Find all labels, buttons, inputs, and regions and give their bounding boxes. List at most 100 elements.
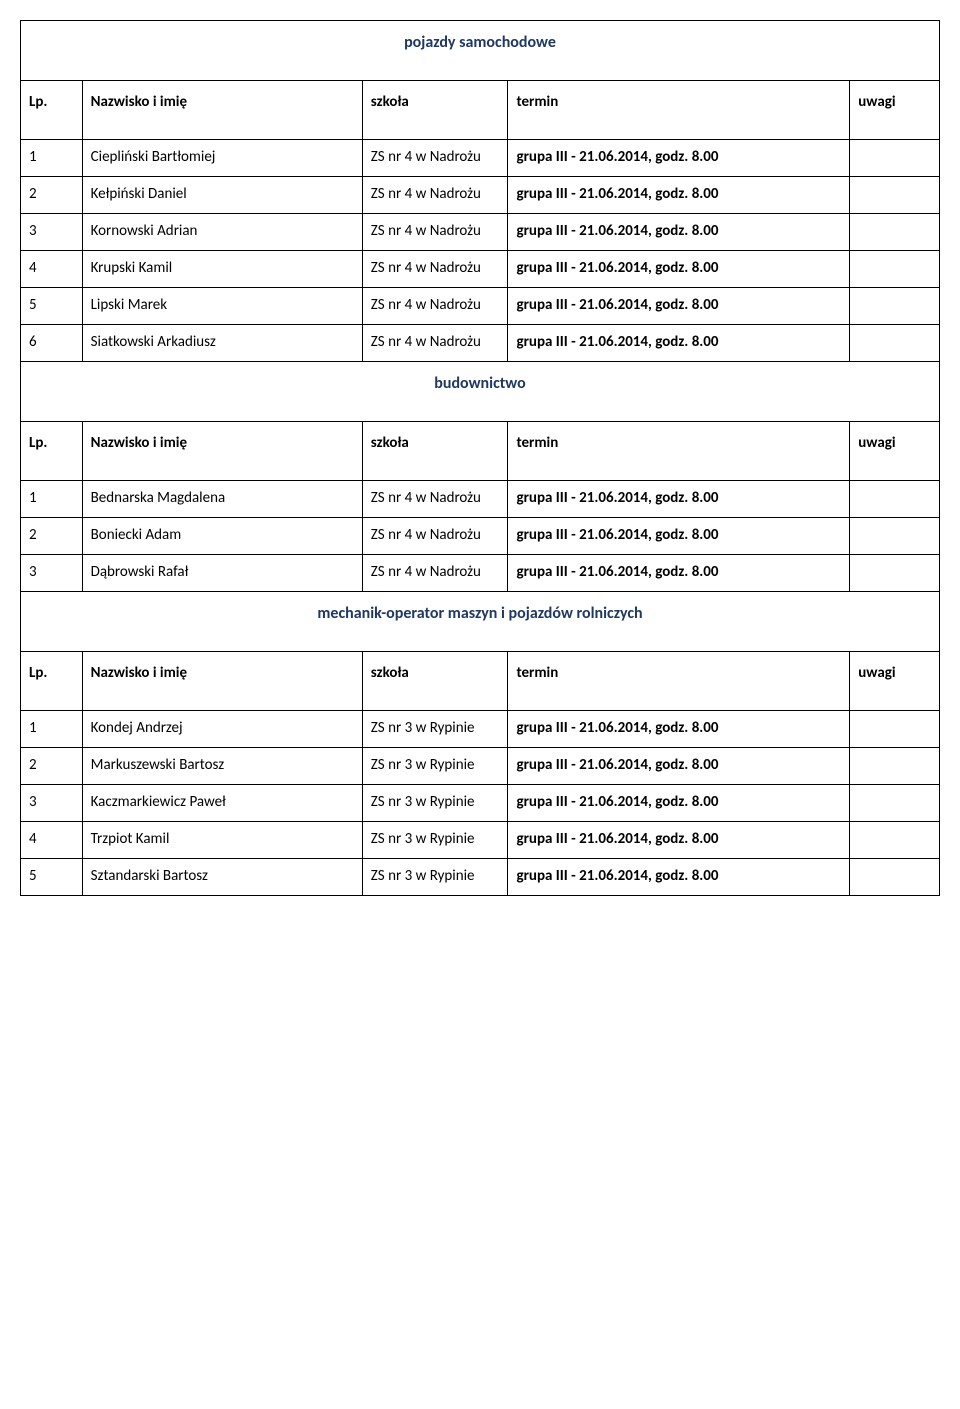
table-row: 2Kełpiński DanielZS nr 4 w Nadrożugrupa … (21, 177, 940, 214)
cell-term: grupa III - 21.06.2014, godz. 8.00 (508, 785, 850, 822)
cell-notes (850, 748, 940, 785)
cell-notes (850, 177, 940, 214)
table-row: 5Sztandarski BartoszZS nr 3 w Rypiniegru… (21, 859, 940, 896)
section-title: mechanik-operator maszyn i pojazdów roln… (21, 592, 940, 652)
section-title: budownictwo (21, 362, 940, 422)
cell-school: ZS nr 3 w Rypinie (362, 748, 508, 785)
table-row: 3Dąbrowski RafałZS nr 4 w Nadrożugrupa I… (21, 555, 940, 592)
cell-name: Siatkowski Arkadiusz (82, 325, 362, 362)
cell-term: grupa III - 21.06.2014, godz. 8.00 (508, 711, 850, 748)
cell-lp: 1 (21, 711, 83, 748)
cell-school: ZS nr 4 w Nadrożu (362, 251, 508, 288)
cell-notes (850, 288, 940, 325)
column-header-name: Nazwisko i imię (82, 652, 362, 711)
table-row: 3Kaczmarkiewicz PawełZS nr 3 w Rypiniegr… (21, 785, 940, 822)
cell-school: ZS nr 4 w Nadrożu (362, 140, 508, 177)
cell-notes (850, 518, 940, 555)
cell-school: ZS nr 4 w Nadrożu (362, 325, 508, 362)
cell-notes (850, 140, 940, 177)
cell-school: ZS nr 3 w Rypinie (362, 822, 508, 859)
table-row: 5Lipski MarekZS nr 4 w Nadrożugrupa III … (21, 288, 940, 325)
cell-lp: 4 (21, 822, 83, 859)
cell-name: Markuszewski Bartosz (82, 748, 362, 785)
cell-lp: 5 (21, 859, 83, 896)
cell-lp: 2 (21, 177, 83, 214)
column-header-term: termin (508, 422, 850, 481)
cell-notes (850, 785, 940, 822)
cell-name: Bednarska Magdalena (82, 481, 362, 518)
cell-notes (850, 711, 940, 748)
cell-name: Boniecki Adam (82, 518, 362, 555)
cell-term: grupa III - 21.06.2014, godz. 8.00 (508, 748, 850, 785)
cell-lp: 3 (21, 555, 83, 592)
cell-school: ZS nr 3 w Rypinie (362, 785, 508, 822)
table-row: 1Bednarska MagdalenaZS nr 4 w Nadrożugru… (21, 481, 940, 518)
section-title: pojazdy samochodowe (21, 21, 940, 81)
cell-lp: 4 (21, 251, 83, 288)
table-row: 4Trzpiot KamilZS nr 3 w Rypiniegrupa III… (21, 822, 940, 859)
cell-lp: 6 (21, 325, 83, 362)
cell-name: Dąbrowski Rafał (82, 555, 362, 592)
table-row: 4Krupski KamilZS nr 4 w Nadrożugrupa III… (21, 251, 940, 288)
column-header-lp: Lp. (21, 81, 83, 140)
cell-name: Kełpiński Daniel (82, 177, 362, 214)
cell-notes (850, 214, 940, 251)
cell-name: Sztandarski Bartosz (82, 859, 362, 896)
column-header-notes: uwagi (850, 652, 940, 711)
cell-lp: 2 (21, 748, 83, 785)
table-row: 3Kornowski AdrianZS nr 4 w Nadrożugrupa … (21, 214, 940, 251)
cell-notes (850, 822, 940, 859)
cell-notes (850, 325, 940, 362)
cell-lp: 3 (21, 214, 83, 251)
table-row: 1Ciepliński BartłomiejZS nr 4 w Nadrożug… (21, 140, 940, 177)
cell-school: ZS nr 3 w Rypinie (362, 859, 508, 896)
cell-name: Kondej Andrzej (82, 711, 362, 748)
column-header-lp: Lp. (21, 422, 83, 481)
cell-lp: 1 (21, 140, 83, 177)
table-row: 6Siatkowski ArkadiuszZS nr 4 w Nadrożugr… (21, 325, 940, 362)
cell-term: grupa III - 21.06.2014, godz. 8.00 (508, 288, 850, 325)
cell-name: Kornowski Adrian (82, 214, 362, 251)
cell-name: Krupski Kamil (82, 251, 362, 288)
column-header-school: szkoła (362, 652, 508, 711)
cell-lp: 2 (21, 518, 83, 555)
cell-notes (850, 859, 940, 896)
table-row: 2Boniecki AdamZS nr 4 w Nadrożugrupa III… (21, 518, 940, 555)
cell-school: ZS nr 4 w Nadrożu (362, 518, 508, 555)
cell-school: ZS nr 4 w Nadrożu (362, 288, 508, 325)
table-row: 2Markuszewski BartoszZS nr 3 w Rypiniegr… (21, 748, 940, 785)
column-header-notes: uwagi (850, 81, 940, 140)
column-header-notes: uwagi (850, 422, 940, 481)
cell-school: ZS nr 4 w Nadrożu (362, 555, 508, 592)
column-header-lp: Lp. (21, 652, 83, 711)
column-header-school: szkoła (362, 81, 508, 140)
cell-notes (850, 481, 940, 518)
cell-term: grupa III - 21.06.2014, godz. 8.00 (508, 555, 850, 592)
cell-lp: 3 (21, 785, 83, 822)
cell-term: grupa III - 21.06.2014, godz. 8.00 (508, 177, 850, 214)
cell-lp: 1 (21, 481, 83, 518)
schedule-table: pojazdy samochodoweLp.Nazwisko i imięszk… (20, 20, 940, 896)
cell-term: grupa III - 21.06.2014, godz. 8.00 (508, 140, 850, 177)
cell-name: Kaczmarkiewicz Paweł (82, 785, 362, 822)
cell-term: grupa III - 21.06.2014, godz. 8.00 (508, 214, 850, 251)
cell-term: grupa III - 21.06.2014, godz. 8.00 (508, 859, 850, 896)
cell-school: ZS nr 4 w Nadrożu (362, 214, 508, 251)
cell-term: grupa III - 21.06.2014, godz. 8.00 (508, 822, 850, 859)
cell-term: grupa III - 21.06.2014, godz. 8.00 (508, 518, 850, 555)
cell-school: ZS nr 4 w Nadrożu (362, 481, 508, 518)
cell-notes (850, 555, 940, 592)
cell-notes (850, 251, 940, 288)
column-header-school: szkoła (362, 422, 508, 481)
column-header-name: Nazwisko i imię (82, 422, 362, 481)
cell-name: Lipski Marek (82, 288, 362, 325)
cell-term: grupa III - 21.06.2014, godz. 8.00 (508, 481, 850, 518)
cell-school: ZS nr 3 w Rypinie (362, 711, 508, 748)
table-row: 1Kondej AndrzejZS nr 3 w Rypiniegrupa II… (21, 711, 940, 748)
column-header-term: termin (508, 652, 850, 711)
column-header-term: termin (508, 81, 850, 140)
cell-name: Ciepliński Bartłomiej (82, 140, 362, 177)
column-header-name: Nazwisko i imię (82, 81, 362, 140)
cell-name: Trzpiot Kamil (82, 822, 362, 859)
cell-term: grupa III - 21.06.2014, godz. 8.00 (508, 251, 850, 288)
